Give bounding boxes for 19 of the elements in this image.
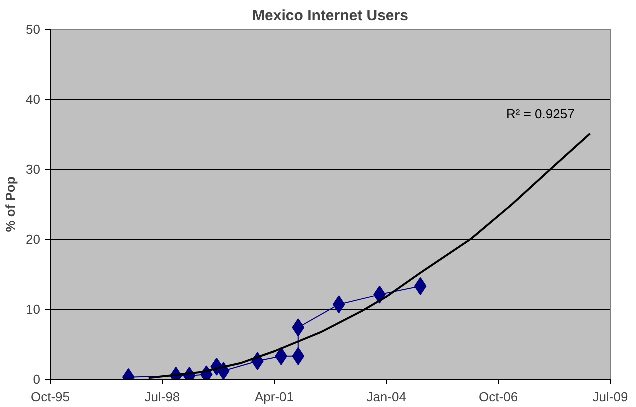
point <box>414 277 427 296</box>
y-tick-label: 0 <box>33 372 41 387</box>
point <box>292 318 305 337</box>
annotation: R² = 0.9257 <box>506 106 575 122</box>
x-tick-label: Apr-01 <box>255 390 294 404</box>
y-tick-label: 30 <box>26 162 41 177</box>
x-tick-label: Oct-95 <box>30 390 70 404</box>
y-tick-label: 50 <box>26 22 41 37</box>
x-tick-label: Jul-98 <box>144 390 180 404</box>
x-tick-label: Jan-04 <box>366 390 406 404</box>
y-tick-label: 40 <box>26 92 41 107</box>
y-axis-title: % of Pop <box>3 176 18 232</box>
y-tick-label: 10 <box>26 302 41 317</box>
y-tick-label: 20 <box>26 232 41 247</box>
point <box>332 296 346 314</box>
chart-title: Mexico Internet Users <box>252 8 408 24</box>
point <box>292 347 305 366</box>
x-tick-label: Oct-06 <box>479 390 518 404</box>
x-tick-label: Jul-09 <box>592 390 628 404</box>
